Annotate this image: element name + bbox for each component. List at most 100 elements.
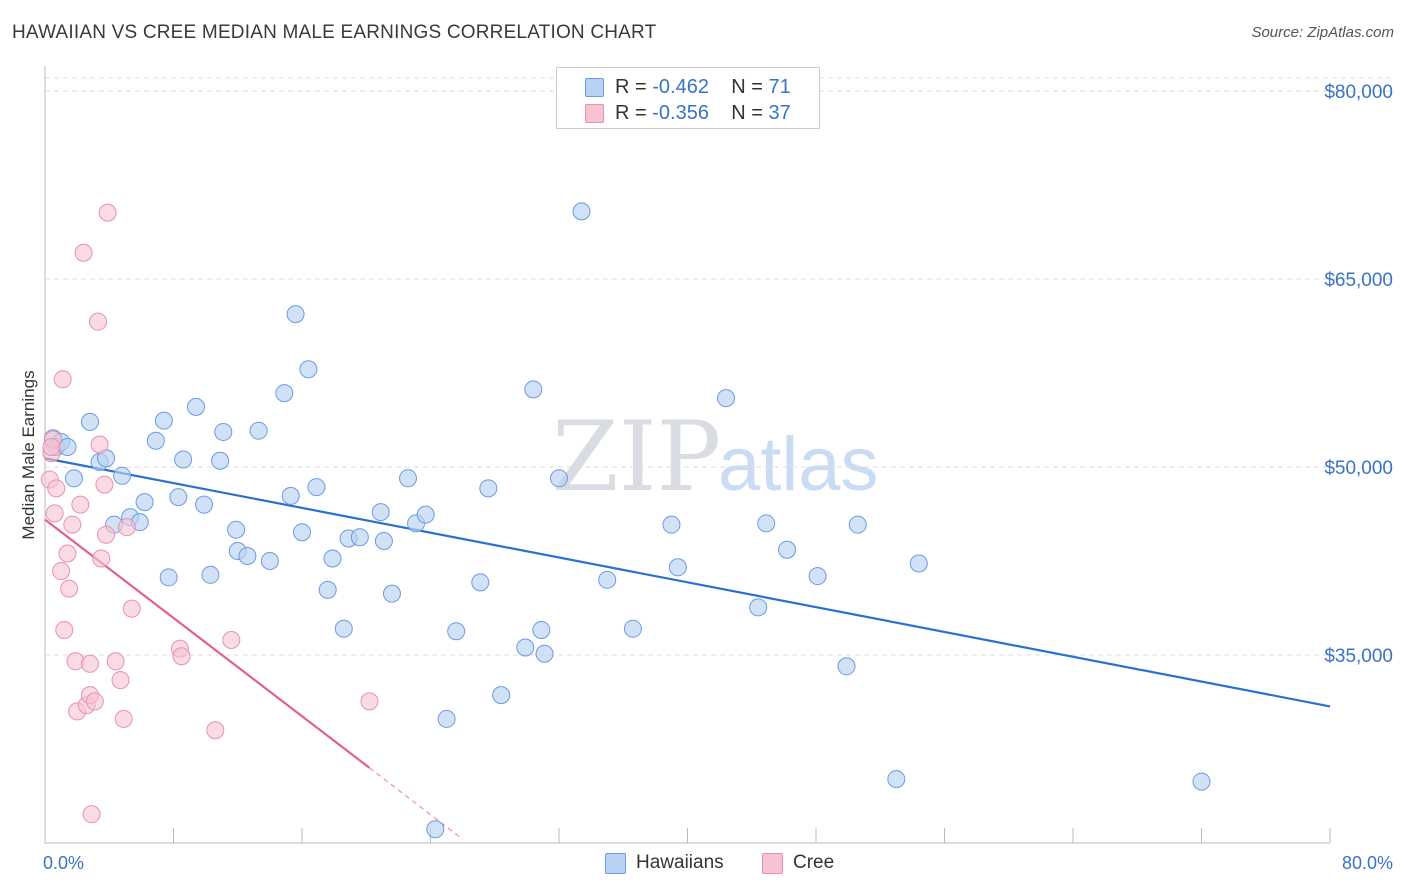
hawaiians-point: [524, 380, 543, 399]
hawaiians-point: [260, 552, 279, 571]
gridlines: [45, 77, 1395, 656]
hawaiians-point: [717, 389, 736, 408]
legend-r-label: R =: [615, 102, 653, 124]
hawaiians-point: [186, 397, 205, 416]
hawaiians-point: [80, 412, 99, 431]
cree-point: [122, 599, 141, 618]
cree-point: [80, 654, 99, 673]
legend-r-value: -0.462: [652, 76, 709, 98]
watermark: ZIP atlas: [552, 401, 879, 513]
cree-point: [106, 652, 125, 671]
cree-point: [55, 620, 74, 639]
legend-n-label: N =: [731, 76, 769, 98]
hawaiians-point: [350, 528, 369, 547]
cree-point: [60, 579, 79, 598]
cree-points: [40, 203, 379, 824]
hawaiians-point: [249, 421, 268, 440]
watermark-zip: ZIP: [552, 401, 721, 513]
cree-point: [111, 671, 130, 690]
cree-point: [206, 721, 225, 740]
hawaiians-point: [382, 584, 401, 603]
hawaiians-legend-label: Hawaiians: [636, 852, 724, 873]
cree-point: [58, 544, 77, 563]
cree-point: [92, 549, 111, 568]
hawaiians-point: [135, 493, 154, 512]
cree-point: [53, 370, 72, 389]
hawaiians-point: [334, 619, 353, 638]
hawaiians-point: [535, 644, 554, 663]
hawaiians-point: [909, 554, 928, 573]
cree-point: [97, 525, 116, 544]
cree-point: [90, 435, 109, 454]
cree-point: [360, 692, 379, 711]
cree-point: [52, 562, 71, 581]
hawaiians-point: [113, 466, 132, 485]
cree-point: [117, 518, 136, 537]
cree-legend-label: Cree: [793, 852, 835, 873]
hawaiians-point: [516, 638, 535, 657]
hawaiians-point: [323, 549, 342, 568]
hawaiians-point: [169, 488, 188, 507]
hawaiians-point: [492, 686, 511, 705]
tick-labels: $35,000 $50,000 $65,000 $80,000 0.0% 80.0%: [43, 82, 1393, 873]
hawaiians-point: [275, 384, 294, 403]
hawaiians-point: [808, 567, 827, 586]
hawaiians-point: [668, 558, 687, 577]
cree-point: [45, 504, 64, 523]
hawaiians-legend-swatch: [605, 853, 626, 874]
cree-point: [47, 479, 66, 498]
hawaiians-point: [479, 479, 498, 498]
cree-point: [71, 495, 90, 514]
cree-point: [85, 692, 104, 711]
cree-legend-swatch: [762, 853, 783, 874]
hawaiians-point: [374, 531, 393, 550]
hawaiians-point: [471, 573, 490, 592]
y-tick-label: $35,000: [1324, 646, 1393, 667]
legend-r-label: R =: [615, 76, 653, 98]
cree-point: [98, 203, 117, 222]
hawaiians-point: [318, 580, 337, 599]
hawaiians-point: [416, 505, 435, 524]
cree-point: [42, 437, 61, 456]
y-tick-label: $50,000: [1324, 458, 1393, 479]
hawaiians-point: [426, 820, 445, 839]
hawaiians-point: [293, 523, 311, 542]
hawaiians-point: [550, 469, 568, 488]
cree-point: [172, 647, 191, 666]
hawaiians-point: [211, 451, 230, 470]
x-tick-label: 0.0%: [43, 853, 84, 873]
cree-point: [74, 243, 93, 262]
hawaiians-point: [286, 305, 305, 324]
hawaiians-point: [757, 514, 776, 533]
hawaiians-point: [749, 598, 768, 617]
hawaiians-trendline: [44, 457, 1331, 708]
cree-point: [63, 515, 82, 534]
legend-n-value: 71: [768, 76, 791, 98]
watermark-atlas: atlas: [718, 422, 879, 507]
hawaiians-point: [307, 478, 326, 497]
hawaiians-point: [1192, 772, 1211, 791]
hawaiians-point: [214, 422, 233, 441]
hawaiians-point: [623, 619, 642, 638]
hawaiians-point: [64, 469, 83, 488]
hawaiians-point: [299, 360, 318, 379]
hawaiians-points: [44, 202, 1211, 839]
hawaiians-point: [532, 620, 551, 639]
y-tick-label: $80,000: [1324, 82, 1393, 103]
hawaiians-point: [437, 709, 456, 728]
cree-point: [222, 630, 241, 649]
hawaiians-point: [887, 770, 906, 789]
cree-point: [89, 312, 108, 331]
hawaiians-point: [572, 202, 591, 221]
cree-trendline-extension: [369, 767, 463, 840]
cree-swatch: [585, 104, 604, 123]
hawaiians-point: [399, 469, 418, 488]
cree-point: [82, 805, 101, 824]
hawaiians-swatch: [585, 78, 604, 97]
chart-title: HAWAIIAN VS CREE MEDIAN MALE EARNINGS CO…: [12, 22, 657, 43]
cree-point: [95, 475, 114, 494]
y-axis-label: Median Male Earnings: [19, 370, 38, 539]
y-tick-label: $65,000: [1324, 270, 1393, 291]
hawaiians-point: [837, 657, 856, 676]
